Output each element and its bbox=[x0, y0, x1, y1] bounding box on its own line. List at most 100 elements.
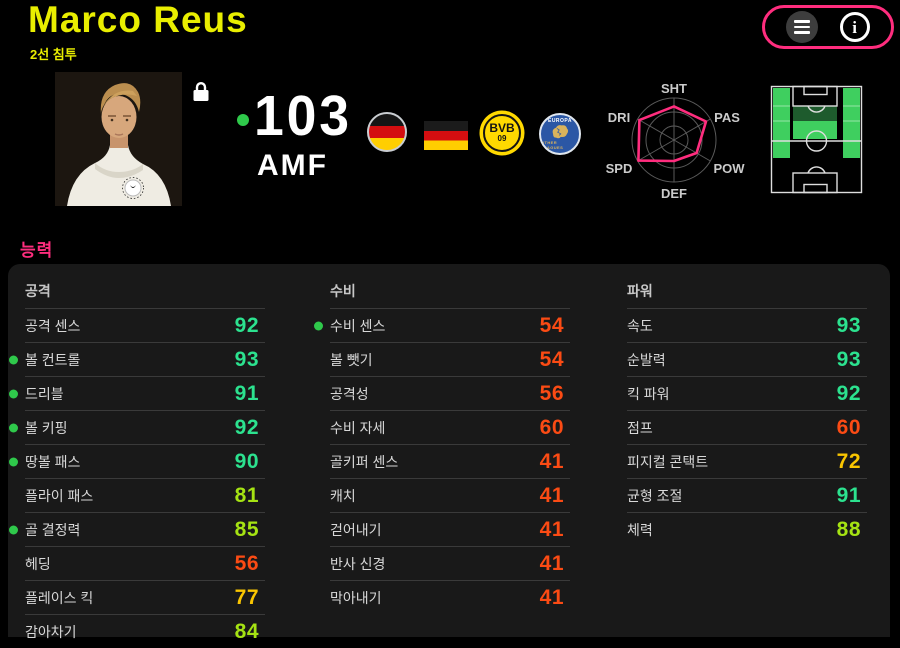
stat-row[interactable]: 플라이 패스 81 bbox=[25, 478, 265, 512]
radar-axis-label: DRI bbox=[608, 110, 630, 125]
stat-value: 41 bbox=[539, 517, 564, 541]
stat-value: 56 bbox=[234, 551, 259, 575]
stat-row[interactable]: 순발력 93 bbox=[627, 342, 867, 376]
stat-row[interactable]: 균형 조절 91 bbox=[627, 478, 867, 512]
stat-label: 드리블 bbox=[25, 385, 64, 402]
stat-upgraded-dot-icon bbox=[9, 355, 18, 364]
stat-label: 플레이스 킥 bbox=[25, 589, 94, 606]
stat-label: 체력 bbox=[627, 521, 653, 538]
stat-row[interactable]: 공격성 56 bbox=[330, 376, 570, 410]
stat-row[interactable]: 속도 93 bbox=[627, 308, 867, 342]
stat-row[interactable]: 볼 키핑 92 bbox=[9, 410, 265, 444]
overall-rating: 103 bbox=[254, 84, 352, 148]
player-photo bbox=[55, 72, 182, 206]
stat-upgraded-dot-icon bbox=[9, 525, 18, 534]
league-badge-icon: EUROPA OTHER LEAGUES bbox=[539, 113, 581, 155]
stat-row[interactable]: 플레이스 킥 77 bbox=[25, 580, 265, 614]
stat-row[interactable]: 걷어내기 41 bbox=[330, 512, 570, 546]
stat-value: 93 bbox=[836, 347, 861, 371]
pitch-position-map bbox=[770, 85, 863, 199]
stat-label: 헤딩 bbox=[25, 555, 51, 572]
stat-row[interactable]: 수비 센스 54 bbox=[314, 308, 570, 342]
radar-axis-label: POW bbox=[713, 161, 745, 176]
stat-row[interactable]: 드리블 91 bbox=[9, 376, 265, 410]
stat-label: 공격 센스 bbox=[25, 317, 81, 334]
menu-button[interactable] bbox=[786, 11, 819, 43]
playing-style-label: 2선 침투 bbox=[30, 47, 77, 62]
hamburger-icon bbox=[794, 20, 811, 23]
stat-label: 막아내기 bbox=[330, 589, 382, 606]
stat-value: 91 bbox=[234, 381, 259, 405]
stat-label: 순발력 bbox=[627, 351, 666, 368]
stat-column-title: 파워 bbox=[627, 283, 653, 299]
stat-label: 감아차기 bbox=[25, 623, 77, 640]
stat-row[interactable]: 볼 컨트롤 93 bbox=[9, 342, 265, 376]
player-position: AMF bbox=[257, 149, 328, 182]
page-title-player-name: Marco Reus bbox=[28, 0, 248, 40]
radar-chart: SHT PAS POW DEF SPD DRI bbox=[598, 76, 750, 215]
stat-value: 93 bbox=[836, 313, 861, 337]
lock-icon bbox=[191, 80, 211, 103]
stat-row[interactable]: 점프 60 bbox=[627, 410, 867, 444]
stat-value: 90 bbox=[234, 449, 259, 473]
stat-value: 54 bbox=[539, 313, 564, 337]
stat-label: 볼 컨트롤 bbox=[25, 351, 81, 368]
stat-value: 92 bbox=[234, 313, 259, 337]
stat-row[interactable]: 체력 88 bbox=[627, 512, 867, 546]
rating-upgraded-dot bbox=[237, 114, 249, 126]
stat-value: 77 bbox=[234, 585, 259, 609]
radar-axis-label: SHT bbox=[661, 81, 687, 96]
stat-row[interactable]: 공격 센스 92 bbox=[25, 308, 265, 342]
stat-row[interactable]: 감아차기 84 bbox=[25, 614, 265, 648]
ability-section-title: 능력 bbox=[20, 241, 54, 260]
radar-polygon bbox=[637, 105, 708, 163]
stat-label: 땅볼 패스 bbox=[25, 453, 81, 470]
stat-row[interactable]: 킥 파워 92 bbox=[627, 376, 867, 410]
stat-row[interactable]: 골 결정력 85 bbox=[9, 512, 265, 546]
stat-label: 걷어내기 bbox=[330, 521, 382, 538]
stat-upgraded-dot-icon bbox=[9, 423, 18, 432]
stat-row[interactable]: 헤딩 56 bbox=[25, 546, 265, 580]
stat-upgraded-dot-icon bbox=[9, 389, 18, 398]
stat-label: 캐치 bbox=[330, 487, 356, 504]
stat-label: 플라이 패스 bbox=[25, 487, 94, 504]
stat-label: 볼 뺏기 bbox=[330, 351, 373, 368]
stat-row[interactable]: 수비 자세 60 bbox=[330, 410, 570, 444]
stat-label: 볼 키핑 bbox=[25, 419, 68, 436]
stat-value: 93 bbox=[234, 347, 259, 371]
stat-value: 60 bbox=[836, 415, 861, 439]
stat-value: 41 bbox=[539, 483, 564, 507]
stat-value: 41 bbox=[539, 551, 564, 575]
stat-value: 56 bbox=[539, 381, 564, 405]
club-badge-icon: BVB 09 bbox=[483, 114, 521, 152]
stat-label: 균형 조절 bbox=[627, 487, 683, 504]
stat-row[interactable]: 막아내기 41 bbox=[330, 580, 570, 614]
radar-axis-label: SPD bbox=[606, 161, 633, 176]
stat-column-title: 공격 bbox=[25, 283, 51, 299]
info-button[interactable]: i bbox=[839, 12, 870, 42]
stat-label: 킥 파워 bbox=[627, 385, 670, 402]
stat-row[interactable]: 반사 신경 41 bbox=[330, 546, 570, 580]
stat-row[interactable]: 땅볼 패스 90 bbox=[9, 444, 265, 478]
stat-value: 92 bbox=[836, 381, 861, 405]
header-actions-pill: i bbox=[762, 5, 894, 49]
stat-row[interactable]: 피지컬 콘택트 72 bbox=[627, 444, 867, 478]
stat-label: 수비 자세 bbox=[330, 419, 386, 436]
stat-row[interactable]: 골키퍼 센스 41 bbox=[330, 444, 570, 478]
stat-label: 골 결정력 bbox=[25, 521, 81, 538]
stat-row[interactable]: 볼 뺏기 54 bbox=[330, 342, 570, 376]
stat-value: 72 bbox=[836, 449, 861, 473]
stat-value: 88 bbox=[836, 517, 861, 541]
stat-value: 92 bbox=[234, 415, 259, 439]
stat-column-title: 수비 bbox=[330, 283, 356, 299]
stat-value: 60 bbox=[539, 415, 564, 439]
stat-value: 81 bbox=[234, 483, 259, 507]
stat-label: 점프 bbox=[627, 419, 653, 436]
stat-upgraded-dot-icon bbox=[9, 457, 18, 466]
stat-value: 41 bbox=[539, 449, 564, 473]
stat-value: 91 bbox=[836, 483, 861, 507]
stat-value: 84 bbox=[234, 619, 259, 643]
stat-row[interactable]: 캐치 41 bbox=[330, 478, 570, 512]
nationality-flag-round-icon bbox=[367, 112, 407, 152]
